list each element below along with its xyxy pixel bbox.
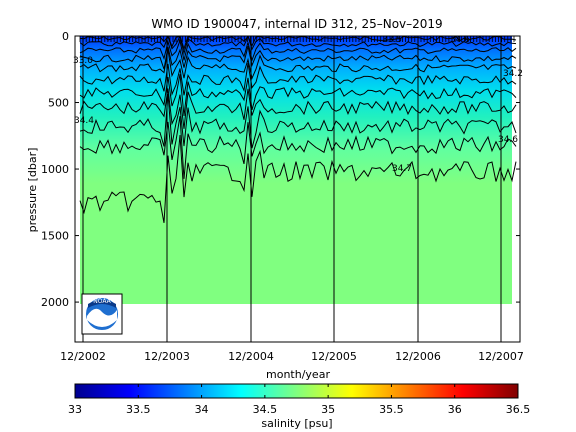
x-tick-label: 12/2002 xyxy=(60,350,106,363)
contour-line xyxy=(79,36,517,56)
colorbar-tick-label: 33 xyxy=(68,403,82,416)
y-tick-label: 1500 xyxy=(41,230,69,243)
colorbar-label: salinity [psu] xyxy=(261,417,332,430)
colorbar-tick-label: 33.5 xyxy=(126,403,151,416)
salinity-field xyxy=(80,36,512,304)
colorbar-ticks: 33 33.5 34 34.5 35 35.5 36 36.5 xyxy=(68,384,530,416)
contour-line xyxy=(79,116,517,179)
contour-label: 33.5 xyxy=(382,35,402,45)
chart-title: WMO ID 1900047, internal ID 312, 25–Nov–… xyxy=(151,17,442,31)
contour-line xyxy=(79,88,517,129)
contour-line xyxy=(79,45,517,70)
contour-line xyxy=(79,74,517,116)
noaa-logo-icon: NOAA xyxy=(81,293,123,335)
no-data-gap xyxy=(512,36,520,304)
contour-line xyxy=(79,49,517,80)
x-tick-label: 12/2003 xyxy=(144,350,190,363)
contour-label: 34.7 xyxy=(392,164,412,174)
x-tick-label: 12/2005 xyxy=(311,350,357,363)
colorbar: 33 33.5 34 34.5 35 35.5 36 36.5 salinity [psu] xyxy=(68,383,530,430)
contour-label: 34.4 xyxy=(74,116,94,126)
colorbar-tick-label: 35.5 xyxy=(379,403,404,416)
colorbar-tick-label: 36.5 xyxy=(506,403,531,416)
colorbar-tick-label: 36 xyxy=(448,403,462,416)
contour-label: 34.6 xyxy=(498,135,518,145)
y-tick-label: 0 xyxy=(62,30,69,43)
x-tick-label: 12/2007 xyxy=(478,350,524,363)
plot-area xyxy=(79,36,520,304)
contour-line xyxy=(79,36,517,51)
colorbar-tick-label: 34 xyxy=(195,403,209,416)
y-axis-label: pressure [dbar] xyxy=(26,148,39,233)
contour-line xyxy=(79,63,517,96)
colorbar-tick-label: 35 xyxy=(321,403,335,416)
colorbar-tick-label: 34.5 xyxy=(253,403,278,416)
x-tick-label: 12/2006 xyxy=(395,350,441,363)
profile-ticks xyxy=(79,36,515,42)
contour-line xyxy=(79,135,517,223)
contour-line xyxy=(79,94,517,149)
colorbar-gradient xyxy=(74,383,519,399)
contour-lines xyxy=(79,36,517,223)
contour-label: 34.6 xyxy=(450,35,470,45)
year-lines xyxy=(82,36,502,342)
contour-label: 34.2 xyxy=(503,69,523,79)
x-axis: 12/2002 12/2003 12/2004 12/2005 12/2006 12/20… xyxy=(60,338,524,363)
y-tick-label: 2000 xyxy=(41,296,69,309)
y-tick-label: 500 xyxy=(48,97,69,110)
y-axis: 0 500 1000 1500 2000 xyxy=(41,30,520,309)
contour-line xyxy=(79,38,517,62)
x-tick-label: 12/2004 xyxy=(228,350,274,363)
x-axis-label: month/year xyxy=(266,368,330,381)
noaa-logo-text: NOAA xyxy=(93,298,111,305)
plot-frame xyxy=(74,35,521,343)
y-tick-label: 1000 xyxy=(41,163,69,176)
